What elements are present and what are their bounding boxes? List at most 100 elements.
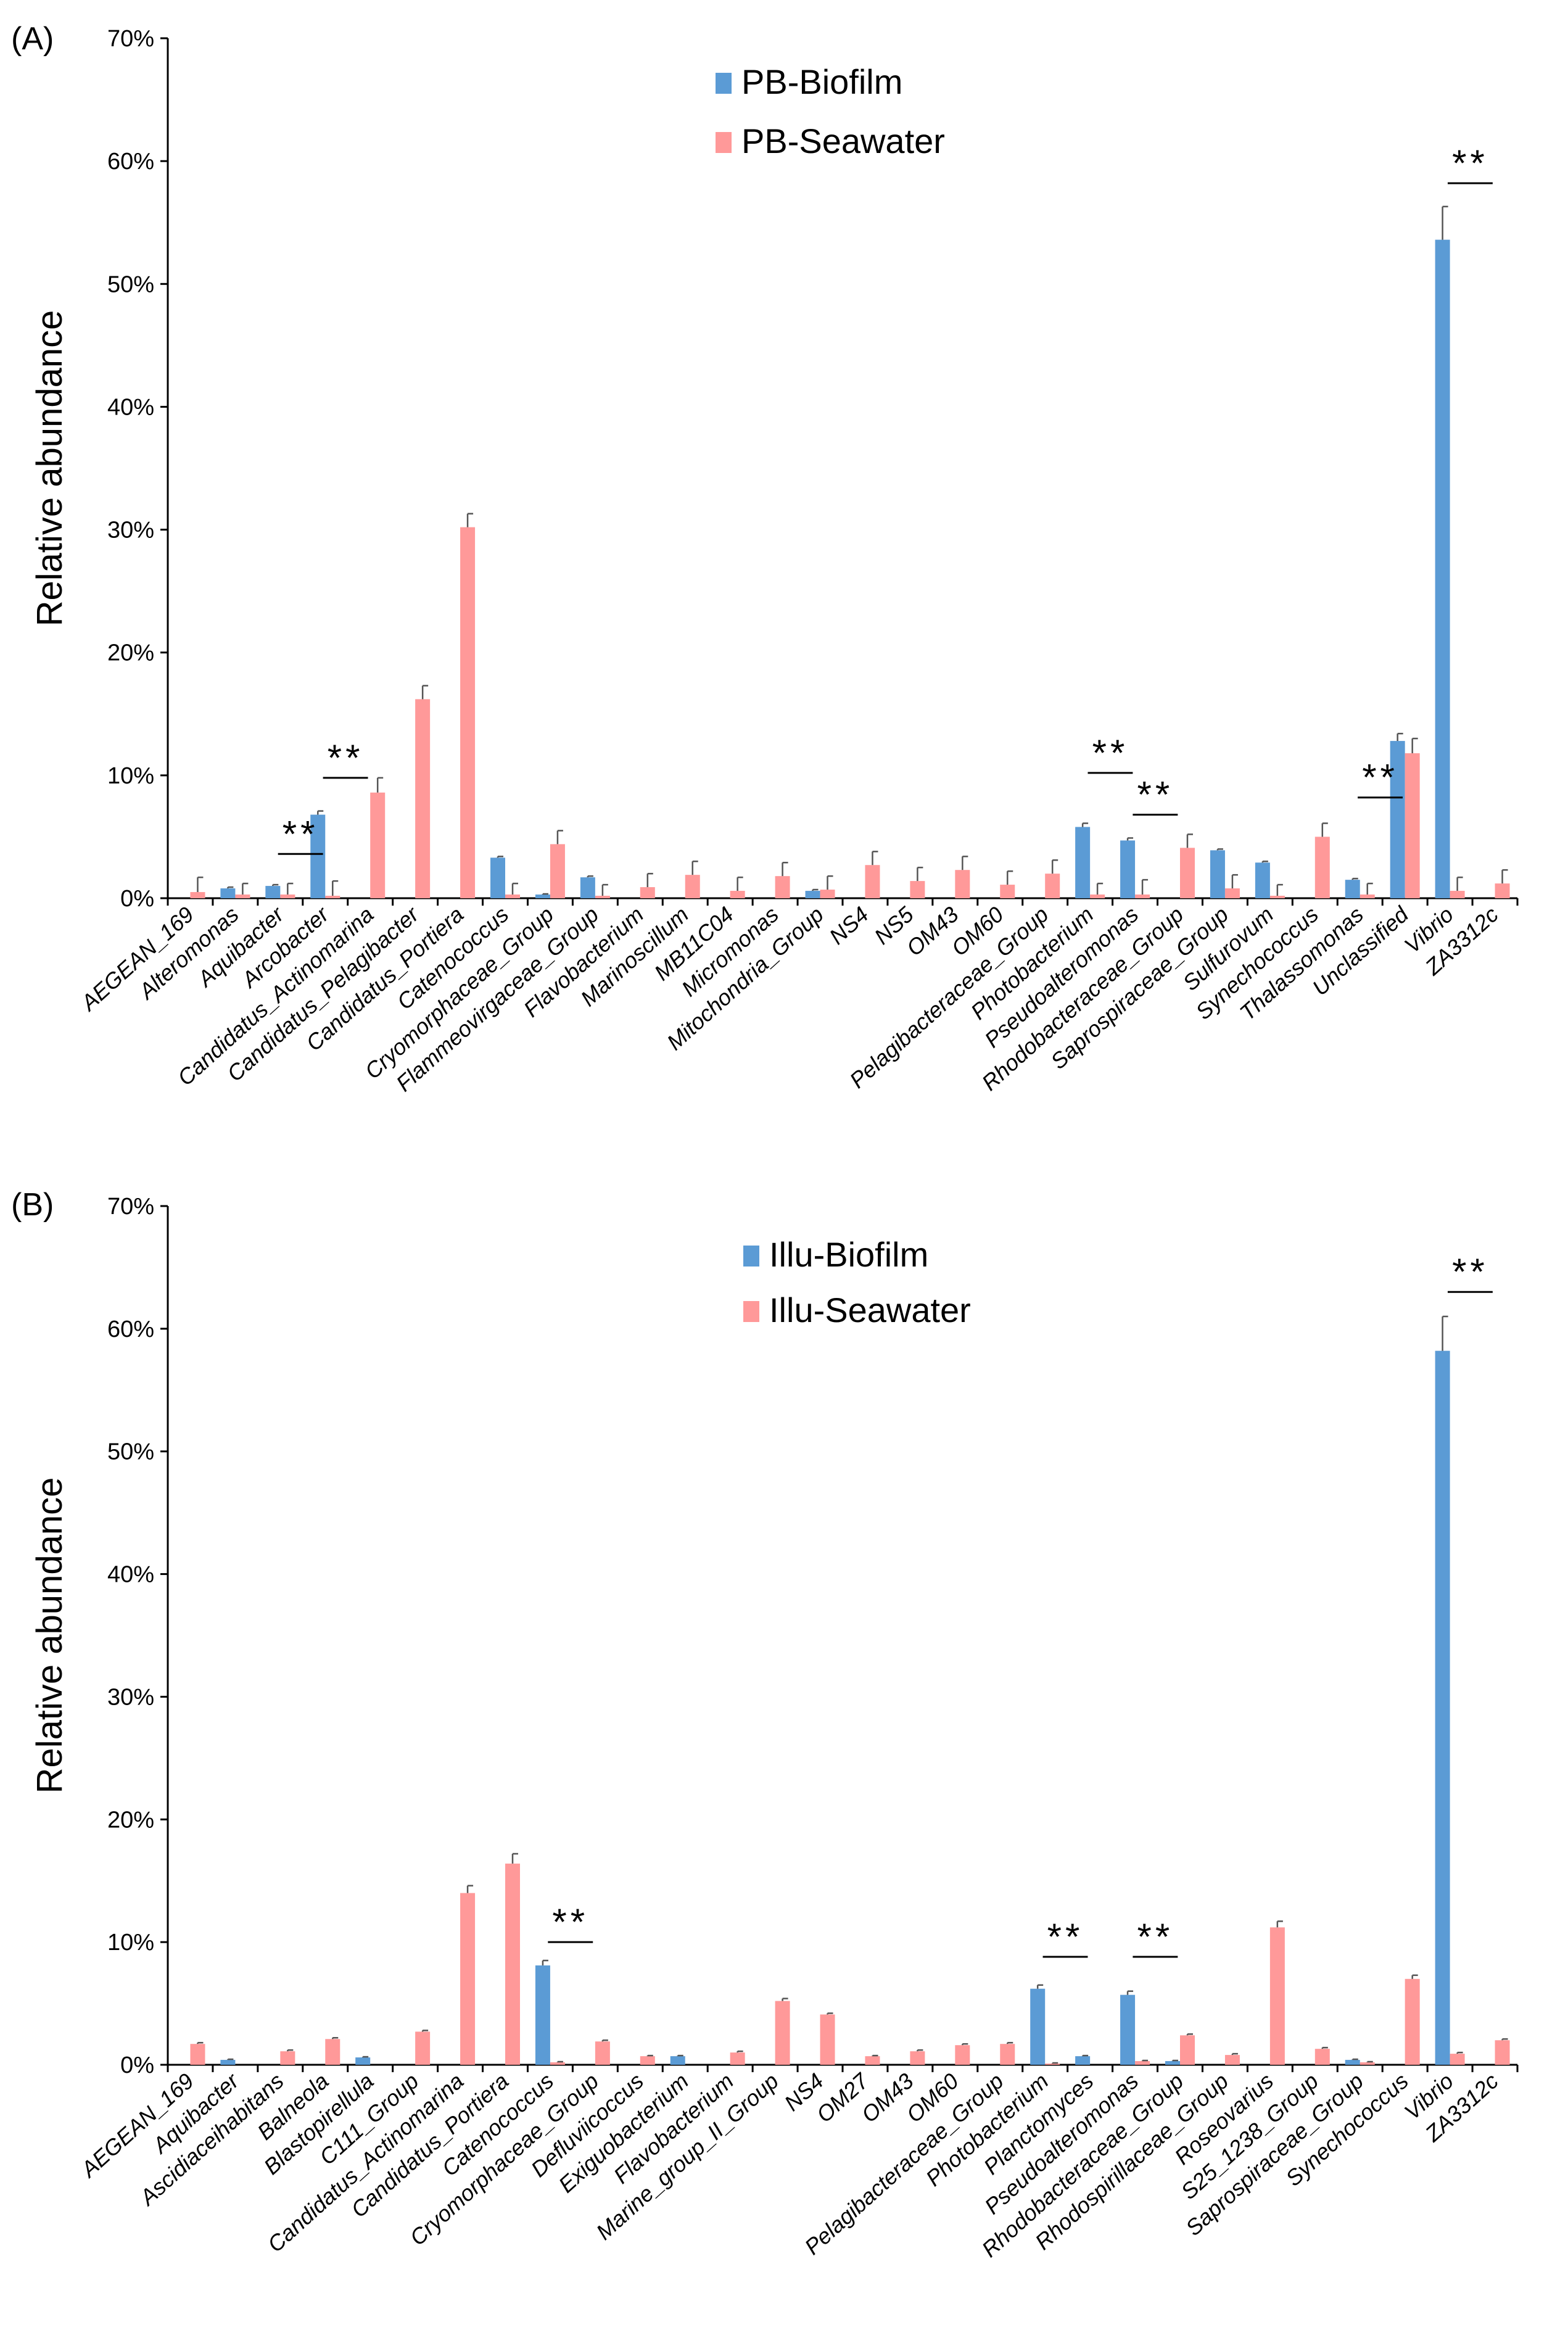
y-tick-label: 70% — [107, 26, 154, 52]
panel-label: (B) — [11, 1187, 54, 1223]
plot-area: 0%10%20%30%40%50%60%70%AEGEAN_169Aquibac… — [75, 1194, 1519, 2262]
bar — [1090, 895, 1105, 898]
legend-label-biofilm: Illu-Biofilm — [769, 1235, 928, 1274]
bar — [775, 876, 790, 898]
bar — [1495, 883, 1510, 898]
bar — [1450, 891, 1465, 898]
bar — [1120, 840, 1136, 898]
y-tick-label: 20% — [107, 640, 154, 666]
bar — [910, 881, 925, 898]
bar — [1075, 827, 1091, 898]
bar — [910, 2051, 925, 2065]
bar — [325, 2039, 340, 2065]
significance-label: ** — [552, 1901, 588, 1943]
plot-area: 0%10%20%30%40%50%60%70%AEGEAN_169Alterom… — [75, 26, 1519, 1096]
panel-a: (A) Relative abundance PB-Biofilm PB-Sea… — [11, 21, 1519, 1096]
bar — [1269, 896, 1285, 898]
bar — [505, 895, 520, 898]
y-tick-label: 60% — [107, 1316, 154, 1342]
panel-label: (A) — [11, 21, 54, 57]
y-tick-label: 30% — [107, 518, 154, 543]
bar — [805, 891, 820, 898]
bar — [955, 870, 970, 898]
bar — [1435, 239, 1450, 899]
legend-swatch-seawater — [743, 1301, 759, 1322]
x-tick-label: OM43 — [901, 901, 963, 961]
bar — [595, 2041, 610, 2065]
bar — [1269, 1927, 1285, 2065]
bar — [1135, 2061, 1150, 2065]
significance-label: ** — [1452, 143, 1488, 184]
y-axis-label: Relative abundance — [30, 310, 70, 627]
bar — [1180, 848, 1195, 898]
y-tick-label: 10% — [107, 1930, 154, 1956]
bar — [1390, 741, 1405, 898]
legend-label-seawater: PB-Seawater — [741, 122, 945, 160]
bar — [280, 2051, 295, 2065]
bar — [460, 1893, 476, 2065]
bar — [1345, 2060, 1360, 2065]
significance-label: ** — [328, 737, 364, 779]
bar — [640, 887, 655, 898]
bar — [535, 895, 550, 898]
bar — [1030, 1988, 1046, 2065]
bar — [670, 2056, 685, 2065]
y-tick-label: 40% — [107, 394, 154, 420]
y-tick-label: 60% — [107, 149, 154, 175]
bar — [1405, 1978, 1420, 2065]
bar — [355, 2057, 371, 2065]
y-tick-label: 70% — [107, 1194, 154, 1220]
y-tick-label: 20% — [107, 1807, 154, 1833]
x-tick-label: OM43 — [856, 2068, 918, 2127]
significance-label: ** — [1047, 1916, 1084, 1957]
legend-swatch-biofilm — [716, 73, 732, 94]
bar — [1255, 862, 1270, 898]
bar — [1224, 2055, 1240, 2065]
bar — [550, 844, 565, 898]
bar — [490, 857, 505, 898]
significance-label: ** — [1452, 1251, 1488, 1292]
bar — [1045, 2064, 1060, 2065]
bar — [460, 527, 476, 898]
bar — [1495, 2040, 1510, 2065]
legend-swatch-seawater — [716, 132, 732, 153]
bar — [1360, 895, 1375, 898]
bar — [820, 2014, 835, 2065]
bar — [220, 2060, 236, 2065]
bar — [325, 896, 340, 898]
bar — [595, 896, 610, 898]
bar — [310, 814, 326, 898]
y-tick-label: 0% — [120, 886, 154, 912]
bar — [1210, 850, 1225, 898]
bar — [415, 2031, 431, 2065]
bar — [535, 1965, 550, 2065]
bar — [550, 2062, 565, 2065]
y-tick-label: 50% — [107, 271, 154, 297]
bar — [1180, 2035, 1195, 2065]
y-tick-label: 0% — [120, 2052, 154, 2078]
bar — [190, 2044, 205, 2065]
significance-label: ** — [1137, 774, 1174, 816]
bar — [220, 888, 236, 898]
significance-label: ** — [1092, 732, 1129, 774]
bar — [1165, 2061, 1180, 2065]
bar — [640, 2056, 655, 2065]
x-tick-label: NS4 — [824, 901, 873, 949]
bar — [190, 892, 205, 898]
bar — [1405, 753, 1420, 898]
bar — [955, 2045, 970, 2065]
y-tick-label: 10% — [107, 763, 154, 789]
bar — [235, 895, 250, 898]
y-tick-label: 30% — [107, 1684, 154, 1710]
bar — [685, 875, 700, 898]
legend: PB-Biofilm PB-Seawater — [716, 62, 945, 160]
bar — [505, 1863, 520, 2065]
bar — [1120, 1994, 1136, 2065]
significance-label: ** — [283, 813, 319, 854]
bar — [730, 2052, 745, 2065]
legend-swatch-biofilm — [743, 1246, 759, 1267]
legend-label-seawater: Illu-Seawater — [769, 1291, 971, 1329]
bar — [730, 891, 745, 898]
bar — [775, 2001, 790, 2065]
